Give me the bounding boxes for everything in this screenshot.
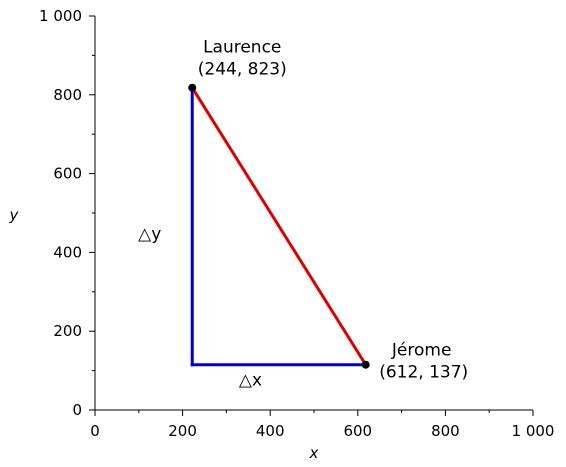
triangle-segments bbox=[190, 85, 368, 367]
hypotenuse-segment bbox=[190, 85, 368, 367]
point-coord-label: (612, 137) bbox=[379, 363, 468, 383]
point-laurence bbox=[188, 83, 197, 92]
x-tick-label: 800 bbox=[431, 422, 460, 440]
y-tick-label: 200 bbox=[53, 322, 82, 340]
point-coord-label: (244, 823) bbox=[198, 60, 287, 80]
y-tick-label: 400 bbox=[53, 243, 82, 261]
y-tick-label: 1 000 bbox=[39, 7, 82, 25]
x-tick-label: 400 bbox=[256, 422, 285, 440]
y-tick-label: 0 bbox=[72, 401, 82, 419]
x-axis-title: x bbox=[309, 444, 319, 462]
x-tick-label: 200 bbox=[168, 422, 197, 440]
x-tick-label: 0 bbox=[90, 422, 100, 440]
x-tick-label: 600 bbox=[343, 422, 372, 440]
point-name-label: Laurence bbox=[203, 38, 281, 58]
point-name-label: Jérome bbox=[391, 341, 452, 361]
y-tick-label: 800 bbox=[53, 86, 82, 104]
axes: 0 200 400 600 800 1 000 0 200 400 600 800 1 000 x y bbox=[9, 7, 555, 462]
annotations: Laurence(244, 823) Jérome(612, 137) △y △x bbox=[138, 38, 468, 391]
y-tick-label: 600 bbox=[53, 165, 82, 183]
x-tick-label: 1 000 bbox=[512, 422, 555, 440]
point-jrome bbox=[361, 360, 370, 369]
y-axis-title: y bbox=[9, 206, 20, 224]
delta-x-label: △x bbox=[239, 370, 262, 390]
delta-y-label: △y bbox=[138, 224, 161, 244]
points bbox=[188, 83, 370, 369]
